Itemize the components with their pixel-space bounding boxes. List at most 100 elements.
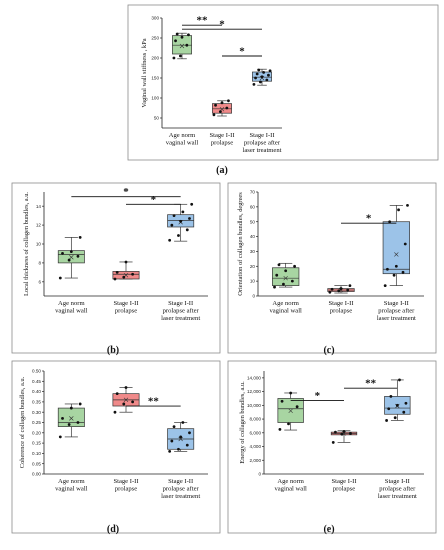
mean-marker xyxy=(178,436,183,442)
box-group xyxy=(327,284,355,294)
data-point xyxy=(185,443,189,447)
category-label: Stage I-II xyxy=(113,300,138,307)
y-tick-label: 70 xyxy=(250,190,256,195)
chart-e: 0 2,000 4,000 6,000 8,000 10,000 12,000 14,000E… xyxy=(227,360,437,535)
box-group xyxy=(212,99,232,117)
box-group xyxy=(167,202,195,242)
box-group xyxy=(172,32,192,60)
significance-label: ** xyxy=(197,15,209,27)
box-group xyxy=(252,68,272,86)
data-point xyxy=(113,410,117,414)
box-group xyxy=(167,421,195,453)
mean-marker xyxy=(394,252,399,257)
data-point xyxy=(76,254,80,258)
significance-label: ** xyxy=(148,396,160,408)
data-point xyxy=(78,235,82,239)
category-label: laser treatment xyxy=(243,147,282,154)
data-point xyxy=(175,32,179,36)
y-tick-label: 6,000 xyxy=(250,430,262,435)
mean-marker xyxy=(283,275,288,281)
y-tick-label: 0.00 xyxy=(32,472,41,477)
data-point xyxy=(328,290,332,294)
category-label: Stage I-II xyxy=(168,300,193,307)
chart-d: 0.00 0.05 0.10 0.15 0.20 0.25 0.30 0.35 0.40 0.45… xyxy=(11,360,221,535)
box-group xyxy=(384,378,411,422)
category-label: vaginal wall xyxy=(166,140,199,147)
y-tick-label: 30 xyxy=(250,249,256,254)
category-label: laser treatment xyxy=(377,315,416,322)
data-point xyxy=(113,277,117,281)
category-label: Stage I-II xyxy=(385,478,410,485)
significance-label: * xyxy=(123,186,129,198)
data-point xyxy=(280,399,284,403)
category-label: laser treatment xyxy=(161,315,200,322)
y-tick-label: 150 xyxy=(151,76,159,81)
data-point xyxy=(168,449,172,453)
y-tick-label: 8,000 xyxy=(250,417,262,422)
box-group xyxy=(112,260,140,281)
box-group xyxy=(112,386,140,414)
category-label: laser treatment xyxy=(378,493,417,500)
category-label: Age norm xyxy=(58,300,85,307)
y-tick-label: 50 xyxy=(154,116,160,121)
y-axis-label: Orientation of collagen bundles, degrees xyxy=(237,192,244,296)
data-point xyxy=(172,425,176,429)
significance-label: * xyxy=(219,19,225,31)
panel-frame xyxy=(127,4,439,161)
data-point xyxy=(67,423,71,426)
y-tick-label: 300 xyxy=(151,16,159,21)
data-point xyxy=(392,273,396,277)
data-point xyxy=(58,435,62,439)
data-point xyxy=(388,220,392,224)
data-point xyxy=(179,435,183,439)
y-axis-label: Vaginal wall stiffness , kPa xyxy=(141,38,148,107)
panel-label: (c) xyxy=(323,345,334,356)
panel-label: (e) xyxy=(323,524,334,535)
data-point xyxy=(348,284,352,287)
data-point xyxy=(190,202,194,206)
chart-b: 6 8 10 12 14 Local thickness of collagen bund… xyxy=(11,182,221,356)
data-point xyxy=(180,35,184,39)
y-tick-label: 0.40 xyxy=(32,389,41,394)
data-point xyxy=(124,386,128,389)
panel-label: (d) xyxy=(107,524,119,535)
mean-marker xyxy=(123,397,129,403)
category-label: Stage I-II xyxy=(249,132,274,139)
chart-c: 0 10 20 30 40 50 60 70 Orientation of collagen b… xyxy=(227,182,437,356)
data-point xyxy=(389,395,393,398)
data-point xyxy=(172,214,176,218)
data-point xyxy=(383,284,387,287)
data-point xyxy=(387,407,391,411)
category-label: prolapse after xyxy=(163,486,200,493)
data-point xyxy=(330,287,334,291)
panel-label: (a) xyxy=(216,165,228,176)
category-label: Age norm xyxy=(277,478,304,485)
category-label: vaginal wall xyxy=(274,486,307,493)
data-point xyxy=(212,113,216,117)
data-point xyxy=(278,427,282,431)
y-axis-label: Coherence of collagen bundles, a.u. xyxy=(19,376,26,468)
data-point xyxy=(398,378,401,382)
data-point xyxy=(404,401,408,405)
category-label: vaginal wall xyxy=(269,308,302,315)
data-point xyxy=(122,402,126,406)
data-point xyxy=(293,264,296,268)
y-tick-label: 6 xyxy=(38,279,41,284)
y-tick-label: 40 xyxy=(250,234,256,239)
data-point xyxy=(395,403,399,407)
category-label: Stage I-II xyxy=(331,478,356,485)
data-point xyxy=(172,56,176,60)
data-point xyxy=(385,419,388,422)
data-point xyxy=(254,76,257,80)
data-point xyxy=(131,400,135,404)
y-tick-label: 10 xyxy=(36,242,42,247)
mean-marker xyxy=(69,255,74,260)
y-tick-label: 0.45 xyxy=(32,379,41,384)
data-point xyxy=(69,250,73,253)
data-point xyxy=(187,33,190,37)
data-point xyxy=(255,72,259,76)
category-label: Stage I-II xyxy=(209,132,234,139)
mean-marker xyxy=(179,43,185,49)
category-label: Age norm xyxy=(169,132,196,139)
